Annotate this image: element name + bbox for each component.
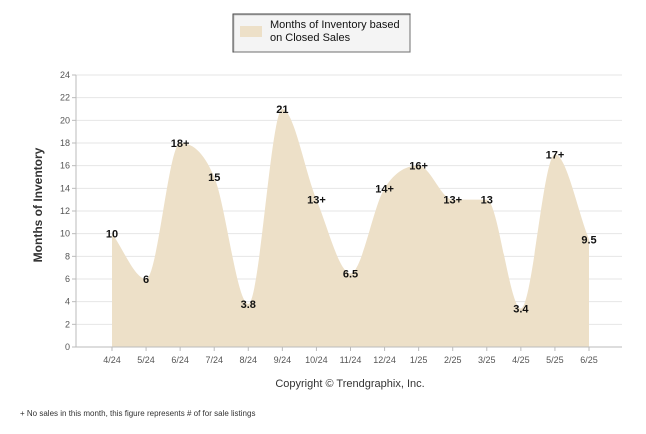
- data-label: 6: [143, 274, 149, 286]
- y-tick-label: 0: [65, 342, 70, 352]
- x-tick-label: 2/25: [444, 355, 462, 365]
- y-tick-label: 6: [65, 274, 70, 284]
- footnote-text: + No sales in this month, this figure re…: [20, 409, 255, 418]
- data-label: 13+: [307, 195, 326, 207]
- data-label: 21: [276, 104, 288, 116]
- x-tick-label: 8/24: [240, 355, 258, 365]
- x-tick-label: 10/24: [305, 355, 328, 365]
- legend-label-line1: Months of Inventory based: [270, 19, 400, 31]
- x-tick-label: 11/24: [340, 355, 362, 365]
- data-label: 13+: [443, 195, 462, 207]
- x-tick-labels: 4/24 5/24 6/24 7/24 8/24 9/24 10/24 11/24 12/24 1…: [103, 347, 598, 365]
- y-tick-label: 24: [60, 70, 70, 80]
- data-label: 3.8: [241, 299, 256, 311]
- x-tick-label: 7/24: [205, 355, 223, 365]
- legend: Months of Inventory based on Closed Sale…: [232, 13, 411, 53]
- y-tick-label: 22: [60, 93, 70, 103]
- data-label: 15: [208, 172, 220, 184]
- y-axis-title: Months of Inventory: [31, 147, 45, 262]
- legend-label-line2: on Closed Sales: [270, 32, 351, 44]
- x-tick-label: 3/25: [478, 355, 496, 365]
- area-series: [112, 109, 589, 347]
- x-tick-label: 4/25: [512, 355, 530, 365]
- y-tick-label: 20: [60, 115, 70, 125]
- data-label: 17+: [546, 149, 565, 161]
- x-tick-label: 12/24: [373, 355, 396, 365]
- data-label: 3.4: [513, 303, 529, 315]
- data-labels: 10 6 18+ 15 3.8 21 13+ 6.5 14+ 16+ 13+ 13 3.4 17+ 9.5: [106, 104, 597, 315]
- x-tick-label: 5/24: [137, 355, 155, 365]
- data-label: 13: [481, 195, 493, 207]
- y-tick-label: 16: [60, 161, 70, 171]
- data-label: 9.5: [581, 234, 596, 246]
- y-tick-label: 10: [60, 229, 70, 239]
- x-tick-label: 4/24: [103, 355, 121, 365]
- data-label: 18+: [171, 138, 190, 150]
- y-tick-label: 18: [60, 138, 70, 148]
- y-tick-label: 12: [60, 206, 70, 216]
- copyright-text: Copyright © Trendgraphix, Inc.: [275, 378, 424, 390]
- x-tick-label: 9/24: [274, 355, 292, 365]
- y-tick-label: 4: [65, 297, 70, 307]
- y-tick-label: 14: [60, 183, 70, 193]
- y-tick-label: 2: [65, 319, 70, 329]
- x-tick-label: 6/24: [171, 355, 189, 365]
- data-label: 6.5: [343, 268, 358, 280]
- x-tick-label: 5/25: [546, 355, 564, 365]
- data-label: 14+: [375, 183, 394, 195]
- data-label: 10: [106, 229, 118, 241]
- y-tick-label: 8: [65, 251, 70, 261]
- x-tick-label: 6/25: [580, 355, 598, 365]
- x-tick-label: 1/25: [410, 355, 428, 365]
- data-label: 16+: [409, 161, 428, 173]
- legend-swatch: [240, 26, 262, 37]
- area-fill: [112, 109, 589, 347]
